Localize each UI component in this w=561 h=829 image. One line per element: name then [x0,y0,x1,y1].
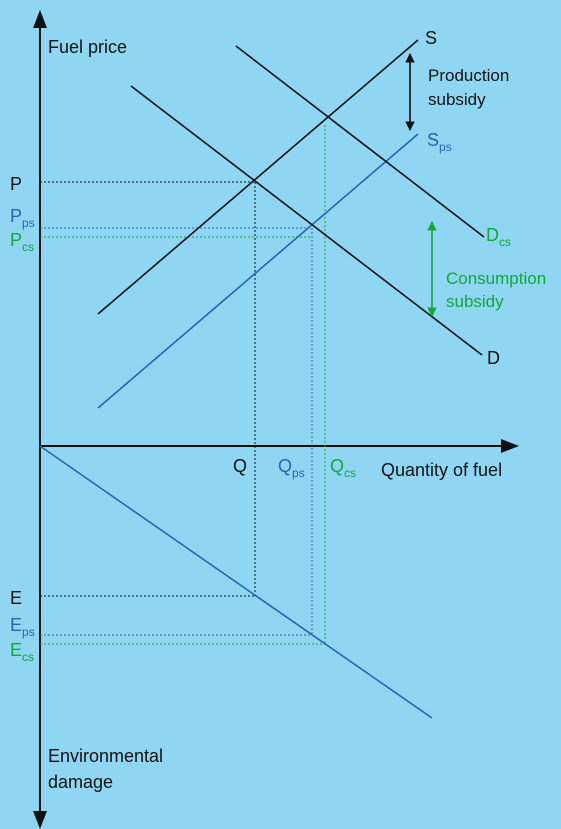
demand-curve-d-cs [235,45,485,238]
damage-label-e-cs-main: E [10,640,22,660]
supply-curve-s [97,39,419,315]
guides-production-subsidy [40,227,313,636]
label-d-cs-sub: cs [499,235,511,249]
label-s-ps-main: S [427,130,439,150]
damage-label-e-ps-sub: ps [22,625,35,639]
environmental-damage-line [39,445,433,719]
y-axis-label-fuel-price: Fuel price [48,37,127,57]
vertical-axis-top-arrowhead [33,10,47,28]
quantity-label-q-ps-main: Q [278,456,292,476]
quantity-label-q: Q [233,456,247,476]
quantity-label-q-cs-sub: cs [344,466,356,480]
damage-label-e-ps-main: E [10,615,22,635]
guides-consumption-subsidy [40,125,326,645]
label-s-ps-sub: ps [439,140,452,154]
price-label-p-cs-main: P [10,230,22,250]
quantity-label-q-ps-sub: ps [292,466,305,480]
damage-label-e-ps: Eps [10,615,35,639]
consumption-subsidy-label-line1: Consumption [446,269,546,288]
supply-curve-s-ps [97,133,419,409]
y-axis-label-damage-line1: Environmental [48,746,163,766]
price-label-p: P [10,174,22,194]
label-s-ps: Sps [427,130,452,154]
y-axis-label-damage-line2: damage [48,772,113,792]
quantity-label-q-ps: Qps [278,456,305,480]
damage-label-e-cs: Ecs [10,640,34,664]
vertical-axis-bottom-arrowhead [33,811,47,829]
consumption-subsidy-label-line2: subsidy [446,292,504,311]
damage-label-e-cs-sub: cs [22,650,34,664]
x-axis-label-quantity: Quantity of fuel [381,460,502,480]
quantity-label-q-cs: Qcs [330,456,356,480]
label-d-cs: Dcs [486,225,511,249]
damage-label-e: E [10,588,22,608]
price-label-p-ps-main: P [10,206,22,226]
demand-curve-d [130,85,483,356]
label-s: S [425,28,437,48]
horizontal-axis-arrowhead [501,439,519,453]
production-subsidy-label-line1: Production [428,66,509,85]
price-label-p-ps: Pps [10,206,35,230]
guides-original [40,181,256,597]
quantity-label-q-cs-main: Q [330,456,344,476]
label-d: D [487,348,500,368]
price-label-p-cs: Pcs [10,230,34,254]
production-subsidy-label-line2: subsidy [428,90,486,109]
price-label-p-cs-sub: cs [22,240,34,254]
label-d-cs-main: D [486,225,499,245]
price-label-p-ps-sub: ps [22,216,35,230]
